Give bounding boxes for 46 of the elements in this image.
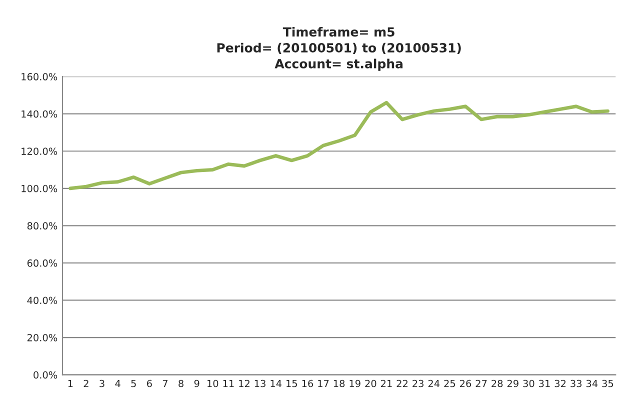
x-tick-label: 31 (539, 380, 550, 388)
x-tick-label: 1 (68, 380, 73, 388)
x-tick-label: 6 (147, 380, 152, 388)
x-tick-label: 4 (115, 380, 120, 388)
y-tick-label: 40.0% (27, 296, 58, 304)
x-tick-label: 22 (396, 380, 408, 388)
y-tick-label: 0.0% (34, 371, 58, 379)
x-tick-label: 25 (444, 380, 456, 388)
chart-title: Timeframe= m5 Period= (20100501) to (20100531) Account= st.alpha (217, 26, 461, 71)
x-tick-label: 11 (223, 380, 234, 388)
x-tick-label: 24 (428, 380, 440, 388)
x-tick-label: 16 (302, 380, 314, 388)
x-tick-label: 20 (365, 380, 376, 388)
x-tick-label: 35 (602, 380, 614, 388)
x-tick-label: 19 (350, 380, 360, 388)
line-series (68, 100, 610, 190)
x-tick-label: 9 (194, 380, 200, 388)
x-tick-label: 14 (270, 380, 282, 388)
x-tick-label: 29 (507, 380, 518, 388)
x-tick-label: 30 (523, 380, 534, 388)
y-tick-label: 60.0% (27, 259, 58, 267)
x-tick-label: 32 (554, 380, 566, 388)
x-tick-label: 18 (334, 380, 345, 388)
x-tick-label: 34 (586, 380, 598, 388)
x-tick-label: 5 (131, 380, 136, 388)
x-tick-label: 12 (239, 380, 250, 388)
y-tick-label: 140.0% (22, 110, 58, 118)
y-tick-label: 100.0% (22, 184, 58, 192)
x-tick-label: 10 (208, 380, 218, 388)
x-tick-label: 33 (570, 380, 582, 388)
x-tick-label: 3 (100, 380, 104, 388)
x-tick-label: 2 (84, 380, 88, 388)
y-tick-label: 80.0% (27, 222, 58, 230)
y-tick-label: 120.0% (22, 148, 58, 155)
x-tick-label: 17 (318, 380, 329, 388)
x-tick-label: 28 (492, 380, 503, 388)
x-tick-label: 7 (162, 380, 168, 388)
x-tick-label: 8 (178, 380, 184, 388)
x-tick-label: 26 (460, 380, 472, 388)
x-tick-label: 15 (286, 380, 297, 388)
x-tick-label: 27 (476, 380, 487, 388)
x-tick-label: 23 (412, 380, 424, 388)
x-tick-label: 13 (254, 380, 266, 388)
y-tick-label: 160.0% (22, 73, 58, 80)
x-tick-label: 21 (381, 380, 392, 388)
y-tick-label: 20.0% (27, 334, 58, 342)
